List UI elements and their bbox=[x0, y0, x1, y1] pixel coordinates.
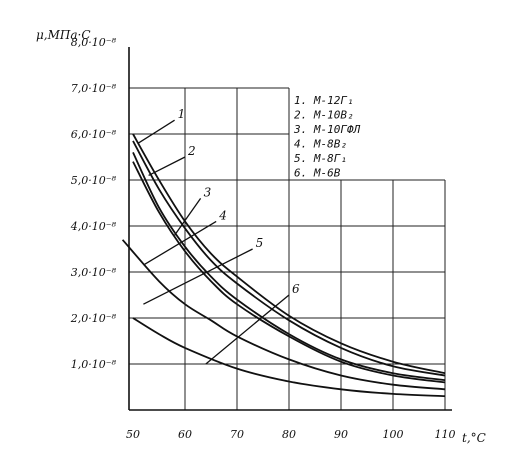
x-tick-label: 100 bbox=[383, 428, 404, 441]
leader-line-6 bbox=[205, 294, 290, 365]
series-line-6 bbox=[132, 317, 446, 398]
y-tick-label: 3,0·10⁻⁸ bbox=[71, 266, 117, 279]
curve-label-4: 4 bbox=[218, 208, 227, 222]
series-line-3 bbox=[132, 152, 446, 381]
y-axis-ticks: 1,0·10⁻⁸ 2,0·10⁻⁸ 3,0·10⁻⁸ 4,0·10⁻⁸ 5,0·10⁻⁸… bbox=[70, 36, 117, 371]
curve-label-3: 3 bbox=[204, 185, 212, 199]
legend-entry: 5. М-8Г₁ bbox=[294, 152, 347, 165]
y-tick-label: 1,0·10⁻⁸ bbox=[71, 358, 117, 371]
y-tick-label: 2,0·10⁻⁸ bbox=[70, 312, 117, 325]
legend-entry: 2. М-10В₂ bbox=[294, 109, 354, 122]
x-tick-label: 80 bbox=[282, 428, 296, 441]
leader-line-1 bbox=[137, 119, 175, 144]
curve-leaders: 1 2 34 5 6 bbox=[137, 107, 300, 365]
x-tick-label: 50 bbox=[126, 428, 140, 441]
chart-axes bbox=[128, 47, 452, 411]
curve-label-2: 2 bbox=[187, 144, 196, 158]
curve-label-1: 1 bbox=[178, 107, 186, 121]
x-axis-title: t,°C bbox=[462, 431, 486, 445]
series-line-4 bbox=[132, 161, 446, 384]
curve-label-6: 6 bbox=[292, 282, 300, 296]
x-tick-label: 110 bbox=[435, 428, 456, 441]
y-tick-label: 6,0·10⁻⁸ bbox=[71, 128, 117, 141]
legend-entry: 6. М-6В bbox=[294, 167, 341, 180]
chart-grid bbox=[129, 87, 446, 410]
series-line-2 bbox=[132, 140, 446, 377]
series-line-5 bbox=[121, 239, 446, 391]
x-tick-label: 90 bbox=[334, 428, 348, 441]
y-tick-label: 4,0·10⁻⁸ bbox=[70, 220, 117, 233]
x-tick-label: 60 bbox=[178, 428, 192, 441]
chart-curves bbox=[121, 133, 446, 398]
legend-entry: 3. М-10ГФЛ bbox=[293, 123, 361, 136]
x-tick-label: 70 bbox=[230, 428, 244, 441]
leader-line-4 bbox=[143, 220, 217, 266]
leader-line-3 bbox=[174, 198, 202, 236]
legend-entry: 1. М-12Г₁ bbox=[294, 94, 354, 107]
y-axis-title: μ,МПа·С bbox=[36, 28, 91, 42]
legend-entry: 4. М-8В₂ bbox=[294, 138, 347, 151]
leader-line-5 bbox=[143, 248, 253, 305]
curve-label-5: 5 bbox=[256, 236, 264, 250]
y-tick-label: 5,0·10⁻⁸ bbox=[71, 174, 117, 187]
y-tick-label: 7,0·10⁻⁸ bbox=[71, 82, 117, 95]
y-tick-label: 8,0·10⁻⁸ bbox=[71, 36, 117, 49]
series-line-1 bbox=[132, 133, 446, 375]
x-axis-ticks: 50 60 70 80 90 100 110 bbox=[126, 428, 456, 441]
leader-line-2 bbox=[148, 156, 186, 176]
